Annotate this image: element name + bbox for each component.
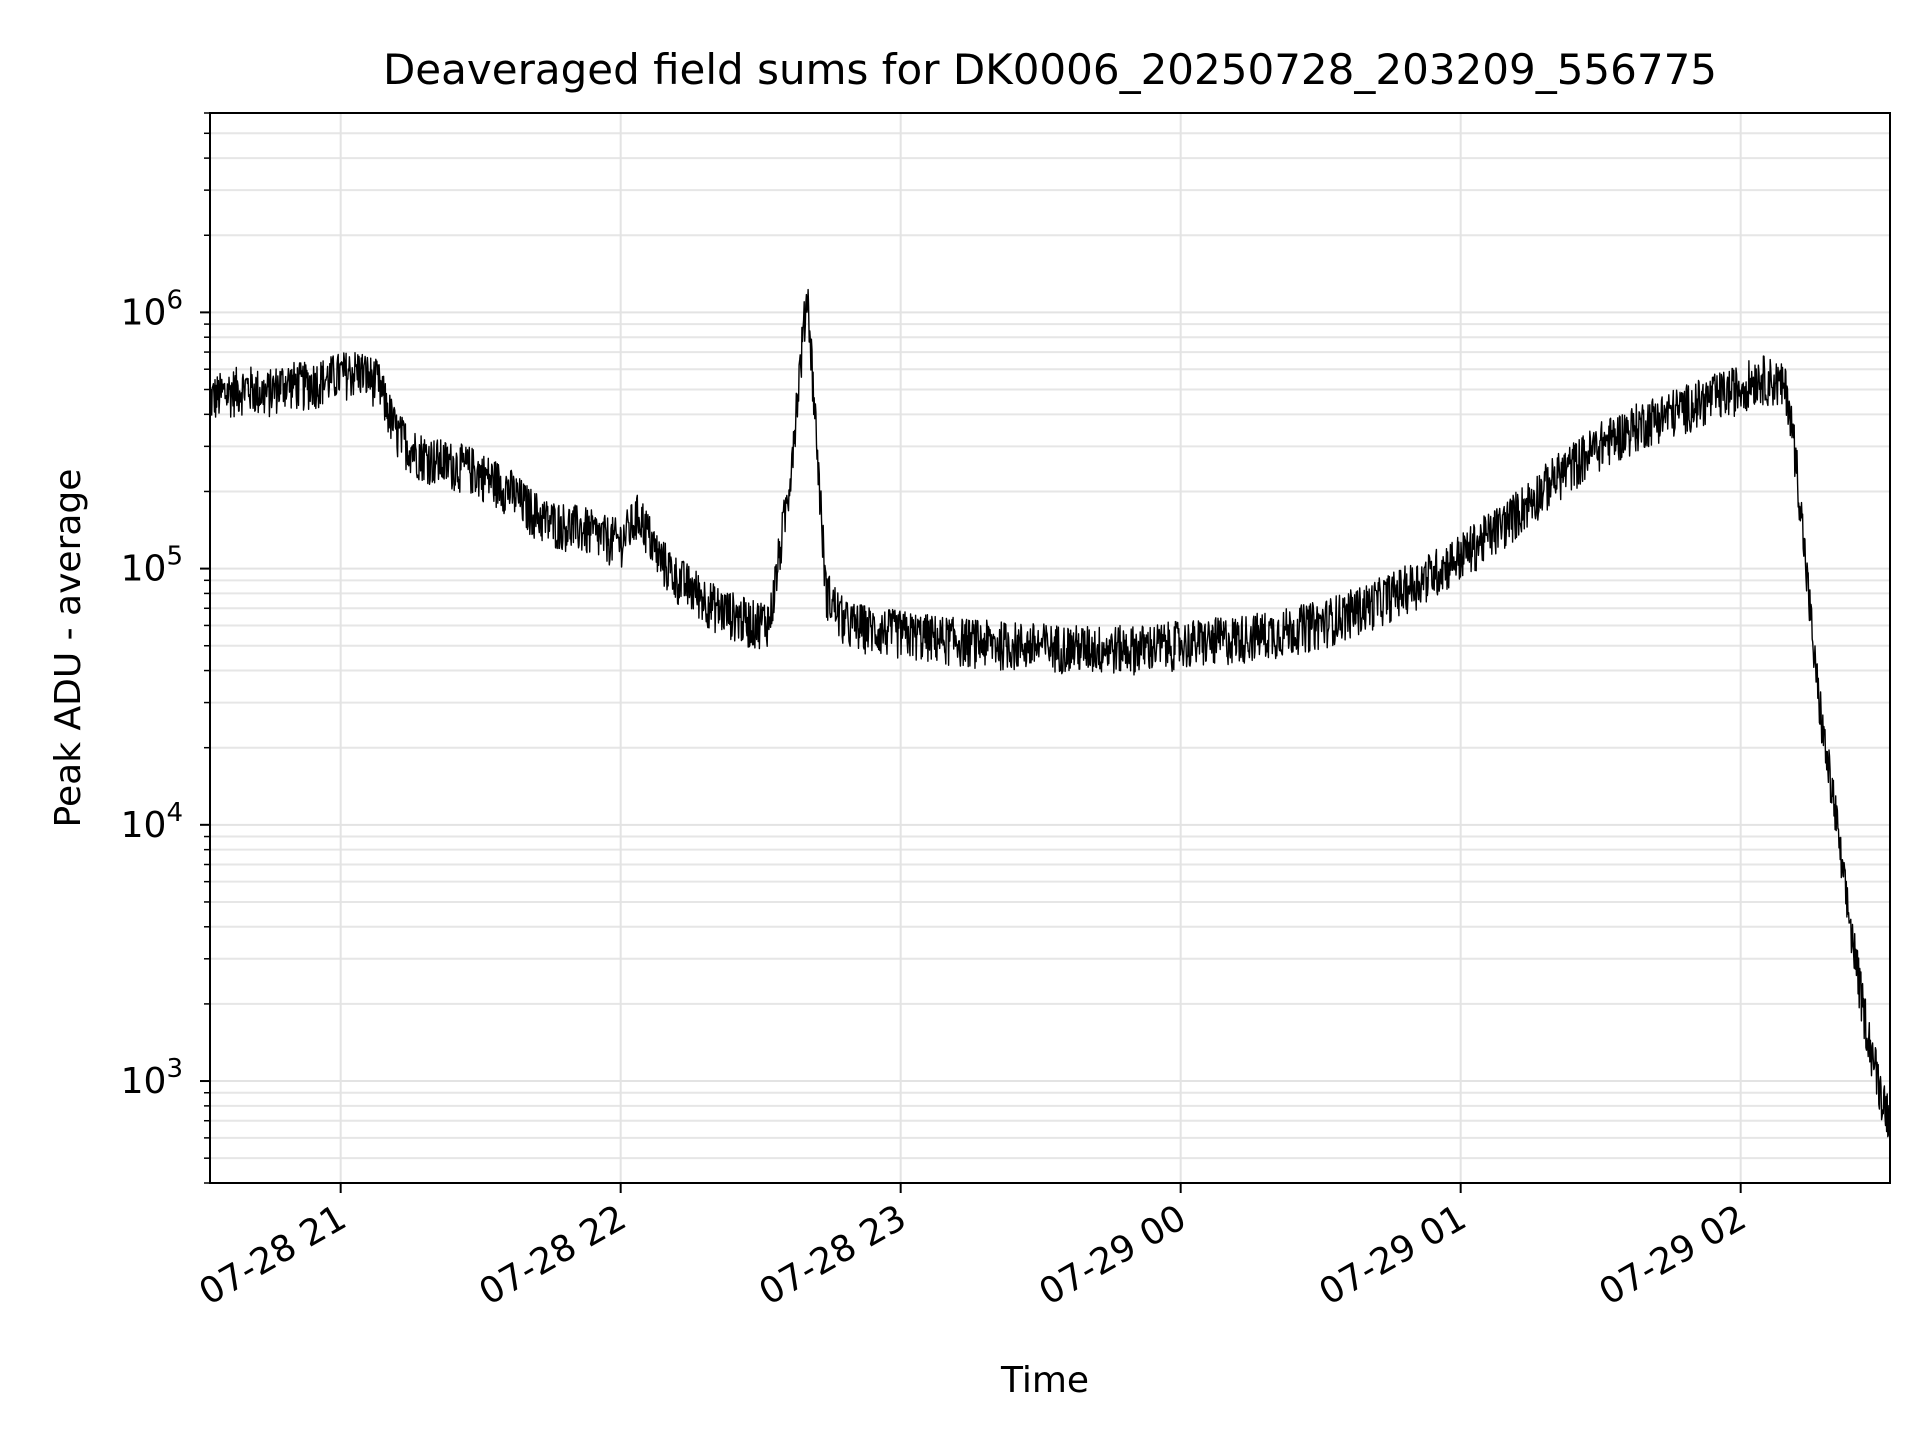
x-axis-label: Time — [1000, 1360, 1089, 1401]
y-tick-label: 103 — [121, 1054, 183, 1102]
x-axis: 07-28 21 07-28 22 07-28 23 07-29 00 07-29 01… — [192, 1183, 1753, 1314]
y-axis: 103 104 105 106 — [121, 112, 210, 1184]
y-tick-label: 105 — [121, 542, 183, 590]
x-tick-label: 07-29 00 — [1032, 1197, 1193, 1313]
x-tick-label: 07-28 21 — [192, 1197, 353, 1313]
x-tick-label: 07-29 01 — [1312, 1197, 1473, 1313]
plot-frame — [209, 112, 1891, 1184]
series-line — [209, 288, 1891, 1138]
y-tick-label: 106 — [121, 285, 183, 333]
x-tick-label: 07-29 02 — [1592, 1197, 1753, 1313]
x-tick-label: 07-28 22 — [472, 1197, 633, 1313]
y-tick-label: 104 — [121, 798, 183, 846]
y-axis-label: Peak ADU - average — [48, 469, 89, 828]
series-layer — [209, 288, 1891, 1138]
chart-title: Deaveraged field sums for DK0006_2025072… — [383, 45, 1717, 94]
x-tick-label: 07-28 23 — [752, 1197, 913, 1313]
